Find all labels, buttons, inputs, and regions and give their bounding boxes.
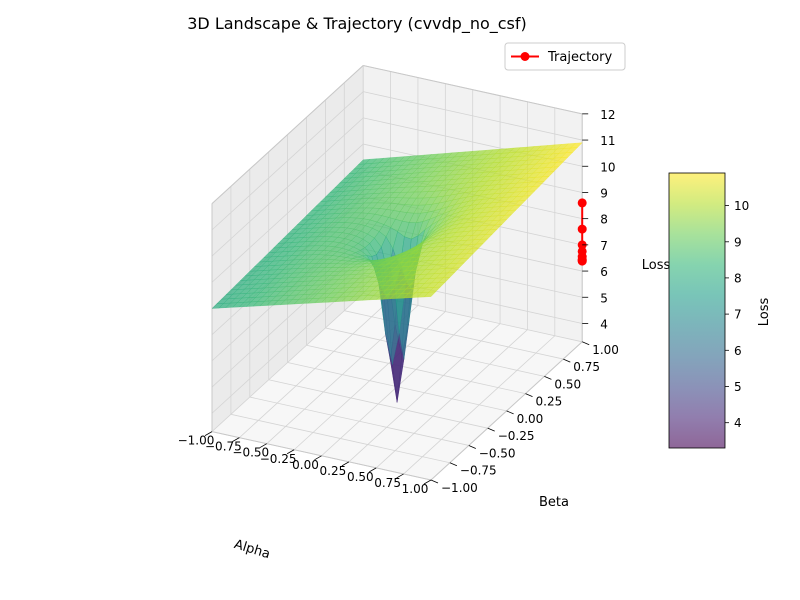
x-tick-mark bbox=[423, 479, 432, 485]
top-left-edge-line bbox=[211, 65, 364, 205]
x-tick-mark bbox=[286, 449, 295, 455]
y-tick-label: 0.50 bbox=[554, 377, 581, 391]
x-tick-label: 0.00 bbox=[292, 458, 319, 472]
x-tick-label: −1.00 bbox=[178, 434, 215, 448]
y-tick-mark bbox=[487, 427, 495, 432]
colorbar-tick-label: 9 bbox=[734, 235, 742, 249]
legend-box bbox=[504, 42, 626, 71]
z-tick-label: 6 bbox=[600, 265, 608, 279]
y-tick-label: −1.00 bbox=[441, 481, 478, 495]
grid-floor-alpha bbox=[403, 335, 556, 475]
grid-left-z bbox=[211, 143, 364, 283]
x-tick-label: −0.75 bbox=[205, 440, 242, 454]
colorbar-tick-label: 10 bbox=[734, 199, 749, 213]
x-tick-label: −0.25 bbox=[260, 452, 297, 466]
y-tick-mark bbox=[525, 393, 533, 397]
loss-surface bbox=[211, 142, 583, 403]
x-tick-mark bbox=[204, 431, 213, 436]
x-tick-label: 1.00 bbox=[402, 482, 429, 496]
trajectory-point bbox=[577, 224, 587, 234]
grid-floor-beta bbox=[344, 310, 564, 360]
legend-entry-trajectory: Trajectory bbox=[547, 50, 612, 65]
x-axis-label: Alpha bbox=[232, 537, 272, 562]
x-tick-mark bbox=[369, 467, 377, 473]
trajectory-point bbox=[577, 256, 587, 266]
y-tick-label: −0.50 bbox=[479, 446, 516, 460]
colorbar-tick-label: 8 bbox=[734, 271, 742, 285]
grid-floor-beta bbox=[306, 344, 526, 395]
x-tick-label: 0.25 bbox=[320, 464, 347, 478]
chart-title: 3D Landscape & Trajectory (cvvdp_no_csf) bbox=[187, 14, 527, 34]
top-back-edge-line bbox=[363, 64, 583, 115]
x-tick-mark bbox=[396, 473, 404, 479]
x-tick-mark bbox=[314, 455, 322, 461]
y-tick-mark bbox=[563, 358, 571, 363]
z-tick-label: 9 bbox=[600, 187, 608, 201]
y-tick-mark bbox=[506, 410, 514, 415]
grid-back-z bbox=[363, 91, 583, 141]
y-tick-mark bbox=[582, 341, 590, 346]
z-axis-label: Loss bbox=[642, 258, 671, 273]
grid-left-z bbox=[211, 91, 364, 231]
y-tick-label: 1.00 bbox=[592, 343, 619, 357]
grid-floor-alpha bbox=[348, 323, 501, 463]
colorbar-tick-label: 6 bbox=[734, 344, 742, 358]
y-tick-label: 0.25 bbox=[536, 395, 563, 409]
y-tick-mark bbox=[430, 479, 439, 484]
legend-marker bbox=[520, 52, 530, 61]
x-tick-label: 0.75 bbox=[374, 476, 401, 490]
axis-ticks: −1.00−0.75−0.50−0.250.00 0.25 0.50 0.75 1.00… bbox=[178, 108, 619, 496]
grid-floor-beta bbox=[325, 327, 545, 377]
y-tick-mark bbox=[544, 375, 552, 380]
colorbar-tick-label: 4 bbox=[734, 416, 742, 430]
z-tick-label: 12 bbox=[600, 108, 615, 122]
z-tick-label: 8 bbox=[600, 213, 608, 227]
y-tick-label: 0.00 bbox=[517, 412, 544, 426]
y-tick-label: −0.25 bbox=[498, 429, 535, 443]
legend: Trajectory bbox=[504, 42, 626, 71]
grid-left-z bbox=[211, 117, 364, 257]
y-tick-label: −0.75 bbox=[460, 464, 497, 478]
z-tick-label: 10 bbox=[600, 160, 615, 174]
z-tick-label: 7 bbox=[600, 239, 608, 253]
y-tick-label: 0.75 bbox=[573, 360, 600, 374]
trajectory-point bbox=[577, 198, 587, 208]
surface-facet bbox=[423, 291, 437, 298]
colorbar-fill bbox=[668, 172, 726, 449]
x-tick-label: 0.50 bbox=[347, 470, 374, 484]
z-tick-label: 5 bbox=[600, 291, 608, 305]
x-tick-mark bbox=[259, 443, 267, 449]
grid-floor-alpha bbox=[375, 329, 528, 469]
z-tick-label: 11 bbox=[600, 134, 615, 148]
colorbar: 4 5 6 7 8 9 10 Loss bbox=[668, 172, 772, 449]
y-tick-mark bbox=[468, 445, 476, 449]
x-tick-mark bbox=[341, 461, 350, 467]
colorbar-ticks: 4 5 6 7 8 9 10 bbox=[725, 199, 749, 430]
z-tick-label: 4 bbox=[600, 318, 608, 332]
colorbar-tick-label: 5 bbox=[734, 380, 742, 394]
x-tick-label: −0.50 bbox=[232, 446, 269, 460]
y-tick-mark bbox=[449, 462, 458, 467]
trajectory-series bbox=[577, 198, 587, 266]
x-tick-mark bbox=[232, 437, 240, 442]
colorbar-tick-label: 7 bbox=[734, 308, 742, 322]
colorbar-label: Loss bbox=[757, 298, 772, 327]
y-axis-label: Beta bbox=[539, 495, 569, 510]
